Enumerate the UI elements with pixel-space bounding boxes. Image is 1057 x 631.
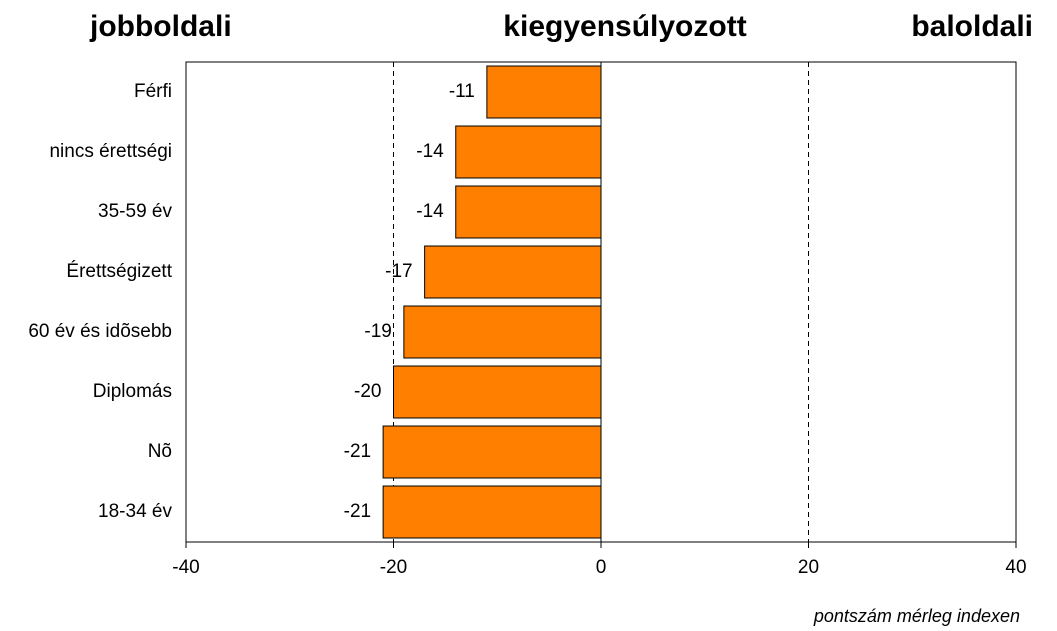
annotation: baloldali — [911, 10, 1033, 43]
x-tick-label: 20 — [798, 557, 819, 578]
data-label: -19 — [364, 321, 391, 342]
y-tick-label: Érettségizett — [66, 261, 172, 282]
data-label: -11 — [449, 81, 475, 102]
bar — [455, 185, 602, 239]
bar — [424, 245, 602, 299]
bar — [455, 125, 602, 179]
annotation: kiegyensúlyozott — [503, 10, 746, 43]
y-tick-label: Nõ — [148, 441, 172, 462]
bar — [382, 485, 602, 539]
data-label: -21 — [344, 501, 371, 522]
annotation: jobboldali — [89, 10, 232, 43]
x-tick-label: -20 — [380, 557, 407, 578]
bar — [486, 65, 602, 119]
data-label: -21 — [344, 441, 371, 462]
x-tick-label: 0 — [596, 557, 607, 578]
y-tick-label: 35-59 év — [98, 201, 172, 222]
x-axis-label: pontszám mérleg indexen — [813, 606, 1020, 626]
y-tick-label: Diplomás — [93, 381, 172, 402]
data-label: -17 — [385, 261, 412, 282]
y-tick-label: nincs érettségi — [49, 141, 172, 162]
bar — [393, 365, 602, 419]
bar — [403, 305, 602, 359]
y-tick-label: Férfi — [134, 81, 172, 102]
data-label: -14 — [416, 201, 444, 222]
x-tick-label: 40 — [1005, 557, 1026, 578]
data-label: -14 — [416, 141, 444, 162]
data-label: -20 — [354, 381, 381, 402]
y-tick-label: 18-34 év — [98, 501, 172, 522]
bar — [382, 425, 602, 479]
y-tick-label: 60 év és idõsebb — [28, 321, 172, 342]
x-tick-label: -40 — [172, 557, 199, 578]
